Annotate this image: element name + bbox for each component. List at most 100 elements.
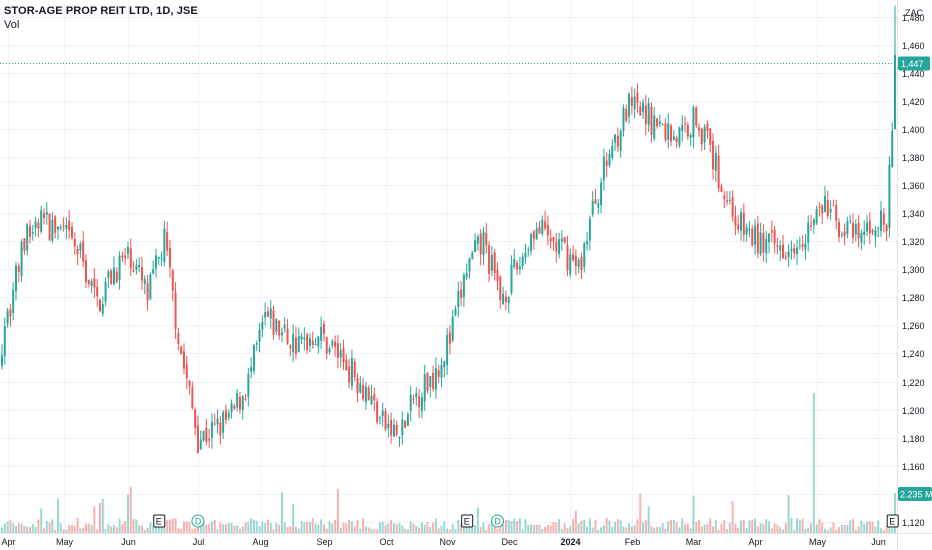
volume-bar [392, 523, 395, 533]
volume-bar [829, 527, 832, 533]
candle-body [398, 436, 401, 439]
candle-body [465, 273, 468, 278]
price-axis[interactable]: 1,1201,1401,1601,1801,2001,2201,2401,260… [897, 0, 932, 550]
earnings-marker [886, 514, 899, 528]
candle-body [306, 334, 309, 350]
candle-body [482, 231, 485, 255]
candle-body [510, 264, 513, 294]
candle-body [275, 319, 278, 332]
volume-bar [490, 522, 493, 533]
volume-bar [140, 525, 143, 533]
candle-body [370, 395, 373, 405]
candle-body [885, 224, 888, 232]
candle-body [700, 128, 703, 145]
candle-body [17, 266, 20, 273]
volume-bar [790, 518, 793, 533]
volume-bar [437, 528, 440, 533]
time-tick-label: Oct [379, 537, 394, 547]
candle-body [440, 364, 443, 378]
time-tick-label: Sep [316, 537, 332, 547]
candle-body [874, 230, 877, 237]
volume-bar [82, 527, 85, 533]
time-tick-label: Mar [686, 537, 702, 547]
symbol-title[interactable]: STOR-AGE PROP REIT LTD, 1D, JSE [4, 5, 198, 17]
price-tick-label: 1,280 [902, 293, 925, 303]
candle-body [608, 154, 611, 166]
candle-body [258, 329, 261, 342]
candle-body [90, 281, 93, 286]
volume-bar [720, 523, 723, 533]
volume-bar [597, 529, 600, 533]
candle-body [706, 123, 709, 131]
volume-bar [807, 528, 810, 533]
candle-body [149, 274, 152, 299]
volume-bar [863, 524, 866, 533]
volume-bar [443, 521, 446, 533]
volume-bar [499, 526, 502, 533]
candle-body [863, 231, 866, 235]
time-axis[interactable]: Apr May Jun Jul Aug Sep Oct Nov Dec 2024 Feb Mar Apr… [0, 533, 932, 548]
candle-body [714, 152, 717, 171]
candle-body [45, 211, 48, 215]
volume-bar [664, 528, 667, 533]
volume-bar [787, 495, 790, 533]
candle-body [880, 210, 883, 231]
volume-bar [712, 526, 715, 533]
volume-bar [611, 526, 614, 533]
volume-bar [401, 525, 404, 533]
candle-body [14, 265, 17, 292]
candle-body [496, 270, 499, 281]
candle-body [210, 421, 213, 438]
candle-body [121, 255, 124, 258]
candle-body [600, 182, 603, 206]
volume-bar [238, 528, 241, 533]
volume-bar [804, 528, 807, 533]
volume-indicator-label[interactable]: Vol [4, 19, 20, 31]
candle-body [672, 136, 675, 140]
candle-body [810, 225, 813, 227]
volume-bar [465, 525, 468, 533]
candle-body [353, 361, 356, 378]
volume-bar [555, 522, 558, 533]
volume-bar [457, 519, 460, 533]
candle-body [614, 134, 617, 143]
candle-body [51, 219, 54, 241]
volume-bar [216, 529, 219, 533]
candle-body [457, 290, 460, 308]
candle-body [140, 267, 143, 281]
volume-bar [390, 520, 393, 533]
volume-bar [768, 521, 771, 533]
volume-bar [367, 527, 370, 533]
volume-bar [286, 527, 289, 533]
candle-body [544, 221, 547, 229]
candle-body [675, 137, 678, 142]
candle-body [432, 372, 435, 389]
volume-bar [342, 522, 345, 533]
volume-bar [12, 523, 15, 533]
volume-bar [129, 486, 132, 533]
candle-body [289, 345, 292, 349]
price-tick-label: 1,340 [902, 209, 925, 219]
volume-bar [146, 527, 149, 533]
volume-bar [110, 526, 113, 533]
candle-body [146, 282, 149, 301]
candle-body [132, 270, 135, 272]
candle-body [238, 397, 241, 410]
volume-bar [759, 523, 762, 533]
volume-bar [415, 525, 418, 533]
volume-bar [68, 524, 71, 533]
candle-body [588, 218, 591, 241]
earnings-marker [461, 514, 474, 528]
volume-bar [588, 518, 591, 533]
candle-body [734, 216, 737, 226]
candle-body [336, 343, 339, 358]
candle-body [681, 124, 684, 131]
candle-body [493, 252, 496, 273]
event-marker-label: E [464, 517, 470, 527]
volume-bar [815, 524, 818, 533]
candle-body [602, 156, 605, 181]
volume-bar [171, 518, 174, 533]
candle-body [507, 297, 510, 303]
